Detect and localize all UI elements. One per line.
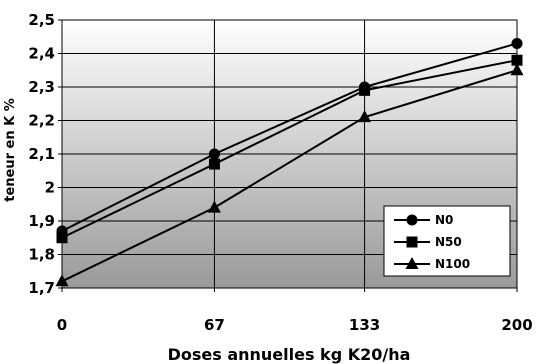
- legend: N0 N50 N100: [383, 205, 511, 277]
- series-line-n0: [61, 42, 518, 232]
- y-tick-label: 2,2: [28, 112, 55, 130]
- series-n50: [56, 54, 523, 244]
- y-tick-label: 1,8: [28, 246, 55, 264]
- data-point-n100: [358, 110, 372, 123]
- series-line-n50: [61, 59, 518, 239]
- data-point-n0: [511, 37, 523, 49]
- y-tick-label: 1,7: [28, 279, 55, 297]
- legend-label-n100: N100: [435, 257, 470, 271]
- y-tick-label: 2,5: [28, 11, 55, 29]
- data-point-n50: [511, 54, 523, 66]
- y-tick-label: 2,4: [28, 45, 55, 63]
- data-point-n0: [208, 148, 220, 160]
- y-axis-label: teneur en K %: [3, 98, 18, 202]
- data-point-n100: [207, 200, 221, 213]
- y-axis: 1,7 1,8 1,9 2 2,1 2,2 2,3 2,4 2,5: [28, 11, 62, 297]
- x-tick-label: 133: [349, 316, 380, 334]
- x-tick-label: 0: [57, 316, 67, 334]
- legend-marker-n50: [406, 236, 418, 248]
- x-tick-label: 67: [204, 316, 225, 334]
- y-tick-label: 2,1: [28, 145, 55, 163]
- y-tick-label: 2,3: [28, 78, 55, 96]
- y-tick-label: 2: [45, 179, 55, 197]
- x-tick-label: 200: [501, 316, 532, 334]
- data-point-n50: [359, 84, 371, 96]
- data-point-n100: [510, 63, 524, 76]
- data-point-n100: [55, 274, 69, 287]
- y-tick-label: 1,9: [28, 212, 55, 230]
- legend-marker-n0: [406, 214, 418, 226]
- x-axis-label: Doses annuelles kg K20/ha: [168, 345, 411, 364]
- series-line-n100: [61, 69, 518, 283]
- x-axis: 0 67 133 200: [57, 288, 533, 334]
- data-point-n50: [56, 232, 68, 244]
- legend-marker-n100: [405, 257, 419, 269]
- legend-label-n0: N0: [435, 213, 453, 227]
- data-point-n50: [208, 158, 220, 170]
- legend-label-n50: N50: [435, 235, 462, 249]
- series-n100: [55, 63, 524, 287]
- series-group: [55, 37, 524, 287]
